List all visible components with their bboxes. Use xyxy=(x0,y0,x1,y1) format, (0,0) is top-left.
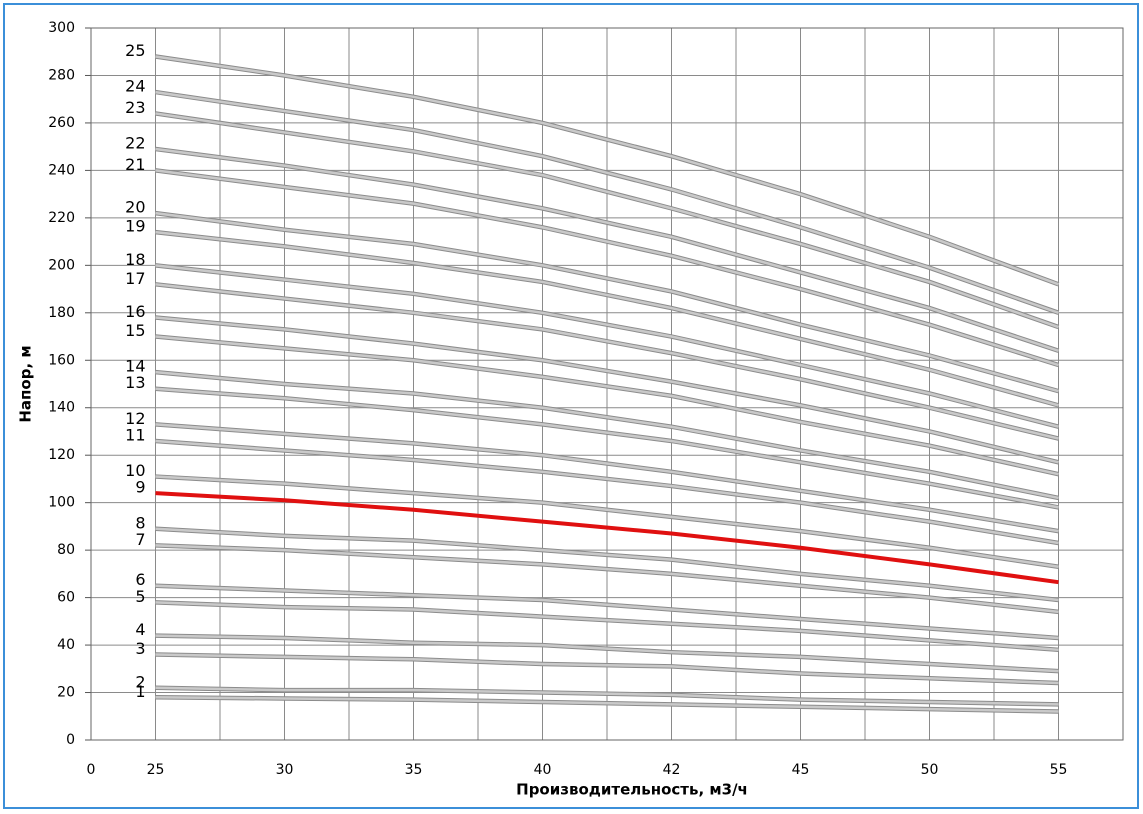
curve xyxy=(155,230,1059,407)
y-tick-label: 220 xyxy=(48,210,75,226)
curve xyxy=(155,696,1059,713)
x-tick-label: 45 xyxy=(792,762,810,778)
curve xyxy=(155,147,1059,352)
curve xyxy=(155,90,1059,314)
curve xyxy=(155,601,1059,652)
curve xyxy=(155,653,1059,685)
series-label: 11 xyxy=(125,425,145,444)
x-tick-label: 42 xyxy=(663,762,681,778)
series-label: 6 xyxy=(135,570,145,589)
curve xyxy=(155,211,1059,393)
y-tick-label: 120 xyxy=(48,447,75,463)
series-label: 25 xyxy=(125,41,145,60)
series-label: 10 xyxy=(125,461,145,480)
y-tick-label: 140 xyxy=(48,400,75,416)
plot-border xyxy=(90,27,1124,741)
series-label: 19 xyxy=(125,217,145,236)
x-tick-label: 25 xyxy=(147,762,165,778)
series-label: 12 xyxy=(125,409,145,428)
curve xyxy=(155,169,1059,367)
y-tick-label: 260 xyxy=(48,115,75,131)
curve xyxy=(155,112,1059,329)
y-tick-label: 80 xyxy=(57,542,75,558)
x-axis-label: Производительность, м3/ч xyxy=(516,781,748,799)
x-tick-label: 0 xyxy=(87,762,96,778)
series-label: 21 xyxy=(125,155,145,174)
series-label: 7 xyxy=(135,530,145,549)
series-label: 23 xyxy=(125,98,145,117)
y-tick-label: 40 xyxy=(57,637,75,653)
frame xyxy=(3,3,1139,809)
y-tick-label: 160 xyxy=(48,352,75,368)
curve xyxy=(155,387,1059,509)
curve xyxy=(155,634,1059,673)
curve xyxy=(155,686,1059,706)
x-tick-label: 35 xyxy=(405,762,423,778)
y-tick-label: 300 xyxy=(48,20,75,36)
series-label: 22 xyxy=(125,134,145,153)
y-tick-label: 240 xyxy=(48,162,75,178)
y-tick-label: 0 xyxy=(66,732,75,748)
curves: 1234567891011121314151617181920212223242… xyxy=(125,41,1060,714)
x-tick-label: 30 xyxy=(276,762,294,778)
x-tick-label: 40 xyxy=(534,762,552,778)
series-label: 8 xyxy=(135,513,145,532)
series-label: 9 xyxy=(135,478,145,497)
y-tick-label: 200 xyxy=(48,257,75,273)
curve xyxy=(155,544,1059,614)
curve xyxy=(155,264,1059,428)
curve xyxy=(155,316,1059,464)
series-label: 5 xyxy=(135,587,145,606)
y-tick-label: 60 xyxy=(57,590,75,606)
curve xyxy=(155,584,1059,640)
series-label: 24 xyxy=(125,77,145,96)
curve xyxy=(155,335,1059,476)
series-label: 13 xyxy=(125,373,145,392)
series-label: 16 xyxy=(125,302,145,321)
y-tick-label: 20 xyxy=(57,685,75,701)
series-label: 18 xyxy=(125,250,145,269)
series-label: 17 xyxy=(125,269,145,288)
series-label: 2 xyxy=(135,672,145,691)
curve xyxy=(155,491,1059,585)
y-tick-label: 180 xyxy=(48,305,75,321)
curve xyxy=(155,475,1059,568)
series-label: 20 xyxy=(125,198,145,217)
curve xyxy=(155,283,1059,440)
curve xyxy=(155,370,1059,500)
x-tick-label: 50 xyxy=(921,762,939,778)
series-label: 1 xyxy=(135,682,145,701)
grid: 0204060801001201401601802002202402602803… xyxy=(48,20,1124,778)
y-tick-label: 280 xyxy=(48,67,75,83)
y-tick-label: 100 xyxy=(48,495,75,511)
series-label: 15 xyxy=(125,321,145,340)
curve xyxy=(155,423,1059,533)
x-tick-label: 55 xyxy=(1050,762,1068,778)
curve xyxy=(155,527,1059,602)
series-label: 3 xyxy=(135,639,145,658)
series-label: 4 xyxy=(135,620,145,639)
curve xyxy=(155,439,1059,545)
y-axis-label: Напор, м xyxy=(17,345,35,422)
curve xyxy=(155,55,1059,286)
series-label: 14 xyxy=(125,357,145,376)
